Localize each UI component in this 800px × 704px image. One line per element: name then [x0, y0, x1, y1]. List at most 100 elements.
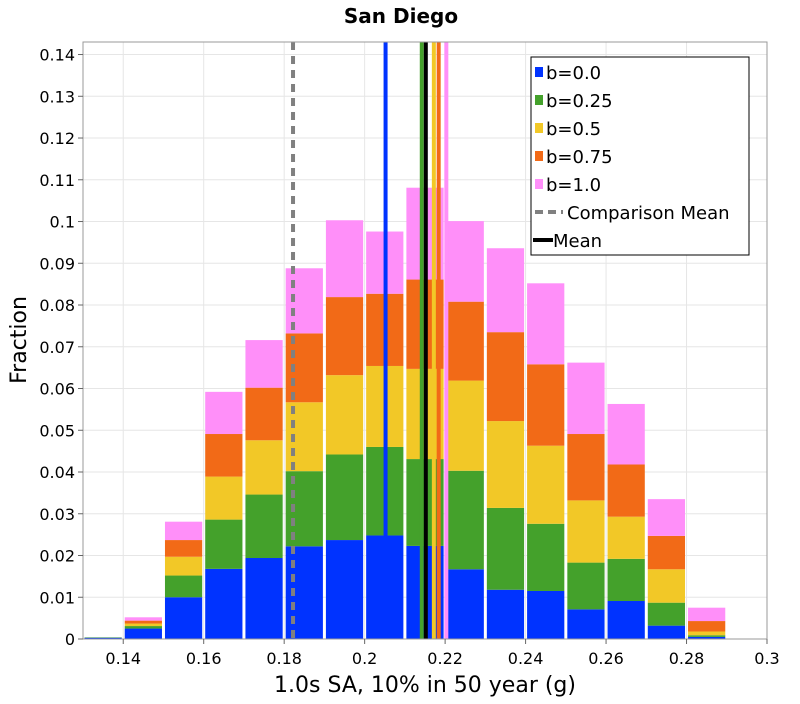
bar-segment-b-0-5: [608, 517, 645, 559]
legend-swatch: [535, 67, 543, 77]
bar-segment-b-0-25: [608, 559, 645, 601]
bar-segment-b-0-5: [245, 440, 282, 494]
bar-segment-b-0-75: [527, 364, 564, 445]
bar-segment-b-0-0: [165, 597, 202, 639]
bar-segment-b-0-75: [608, 464, 645, 516]
y-tick-label: 0.06: [39, 380, 75, 399]
bar-segment-b-0-25: [125, 626, 162, 629]
bar-segment-b-0-75: [447, 302, 484, 381]
bar-segment-b-0-5: [125, 624, 162, 627]
legend-swatch: [535, 95, 543, 105]
bar-segment-b-0-25: [205, 520, 242, 569]
bar-segment-b-0-75: [567, 434, 604, 500]
bar-segment-b-1-0: [567, 363, 604, 434]
bar-segment-b-0-75: [648, 536, 685, 569]
bar-segment-b-0-0: [567, 609, 604, 639]
bar-segment-b-1-0: [326, 220, 363, 297]
y-tick-label: 0.1: [50, 213, 75, 232]
x-tick-label: 0.16: [186, 649, 222, 668]
bar-segment-b-0-75: [487, 332, 524, 421]
bar-segment-b-1-0: [648, 499, 685, 536]
y-tick-label: 0.12: [39, 129, 75, 148]
x-tick-label: 0.3: [754, 649, 779, 668]
y-axis-ticks: 0 0.01 0.02 0.03 0.04 0.05 0.06 0.07 0.08 0.09 0.1…: [39, 46, 83, 649]
bar-segment-b-0-0: [648, 626, 685, 639]
bar-segment-b-0-5: [487, 421, 524, 508]
bar-segment-b-0-75: [165, 540, 202, 557]
y-tick-label: 0.05: [39, 421, 75, 440]
legend: b=0.0 b=0.25 b=0.5 b=0.75 b=1.0 Comparison Me…: [531, 57, 749, 255]
bar-segment-b-1-0: [527, 283, 564, 364]
bar-segment-b-0-0: [527, 591, 564, 639]
x-axis-title: 1.0s SA, 10% in 50 year (g): [274, 673, 576, 698]
bar-segment-b-1-0: [245, 340, 282, 388]
bar-segment-b-0-5: [447, 381, 484, 471]
bar-segment-b-0-25: [567, 563, 604, 610]
bar-segment-b-0-5: [527, 446, 564, 524]
bar-segment-b-0-5: [567, 500, 604, 562]
y-tick-label: 0.03: [39, 505, 75, 524]
bar-segment-b-1-0: [205, 392, 242, 434]
bar-segment-b-0-25: [688, 635, 725, 637]
bar-segment-b-1-0: [608, 404, 645, 465]
x-tick-label: 0.2: [352, 649, 377, 668]
legend-swatch: [535, 123, 543, 133]
y-tick-label: 0.02: [39, 547, 75, 566]
y-tick-label: 0.07: [39, 338, 75, 357]
y-axis-title: Fraction: [7, 296, 32, 384]
bar-segment-b-0-0: [205, 569, 242, 639]
bar-segment-b-0-0: [326, 540, 363, 639]
bar-segment-b-0-25: [326, 454, 363, 540]
y-tick-label: 0.01: [39, 588, 75, 607]
chart-title: San Diego: [344, 4, 458, 28]
bar-segment-b-0-5: [648, 569, 685, 602]
bar-segment-b-0-75: [205, 434, 242, 477]
bar-segment-b-0-25: [527, 524, 564, 591]
legend-swatch: [535, 179, 543, 189]
legend-swatch: [535, 151, 543, 161]
bar-segment-b-1-0: [487, 248, 524, 332]
x-tick-label: 0.14: [105, 649, 141, 668]
bar-segment-b-0-0: [245, 558, 282, 639]
x-tick-label: 0.26: [588, 649, 624, 668]
legend-label: b=1.0: [546, 175, 601, 196]
bar-segment-b-0-5: [205, 477, 242, 520]
y-tick-label: 0.04: [39, 463, 75, 482]
x-tick-label: 0.24: [508, 649, 544, 668]
bar-segment-b-0-25: [245, 495, 282, 558]
bar-segment-b-0-0: [487, 590, 524, 639]
bar-segment-b-0-0: [447, 569, 484, 639]
legend-label: b=0.25: [546, 91, 613, 112]
bar-segment-b-0-5: [165, 557, 202, 576]
bar-segment-b-0-75: [245, 388, 282, 441]
bar-segment-b-1-0: [447, 221, 484, 302]
x-tick-label: 0.22: [427, 649, 463, 668]
y-tick-label: 0.09: [39, 254, 75, 273]
bar-segment-b-1-0: [688, 608, 725, 621]
bar-segment-b-0-75: [326, 297, 363, 375]
bar-segment-b-0-0: [125, 629, 162, 639]
bar-segment-b-1-0: [165, 522, 202, 540]
legend-label: b=0.75: [546, 147, 613, 168]
legend-label: Comparison Mean: [567, 203, 730, 224]
bar-segment-b-0-75: [125, 621, 162, 624]
y-tick-label: 0.13: [39, 87, 75, 106]
legend-label: Mean: [553, 231, 602, 252]
bar-segment-b-0-5: [326, 375, 363, 454]
legend-label: b=0.0: [546, 63, 601, 84]
bar-segment-b-0-25: [165, 576, 202, 598]
legend-label: b=0.5: [546, 119, 601, 140]
y-tick-label: 0.14: [39, 46, 75, 65]
bar-segment-b-0-25: [648, 603, 685, 626]
bar-segment-b-0-25: [447, 471, 484, 570]
y-tick-label: 0.11: [39, 171, 75, 190]
bar-segment-b-0-25: [487, 508, 524, 590]
bar-segment-b-0-5: [688, 631, 725, 635]
bar-segment-b-0-75: [688, 621, 725, 631]
y-tick-label: 0.08: [39, 296, 75, 315]
x-tick-label: 0.28: [669, 649, 705, 668]
y-tick-label: 0: [65, 630, 75, 649]
